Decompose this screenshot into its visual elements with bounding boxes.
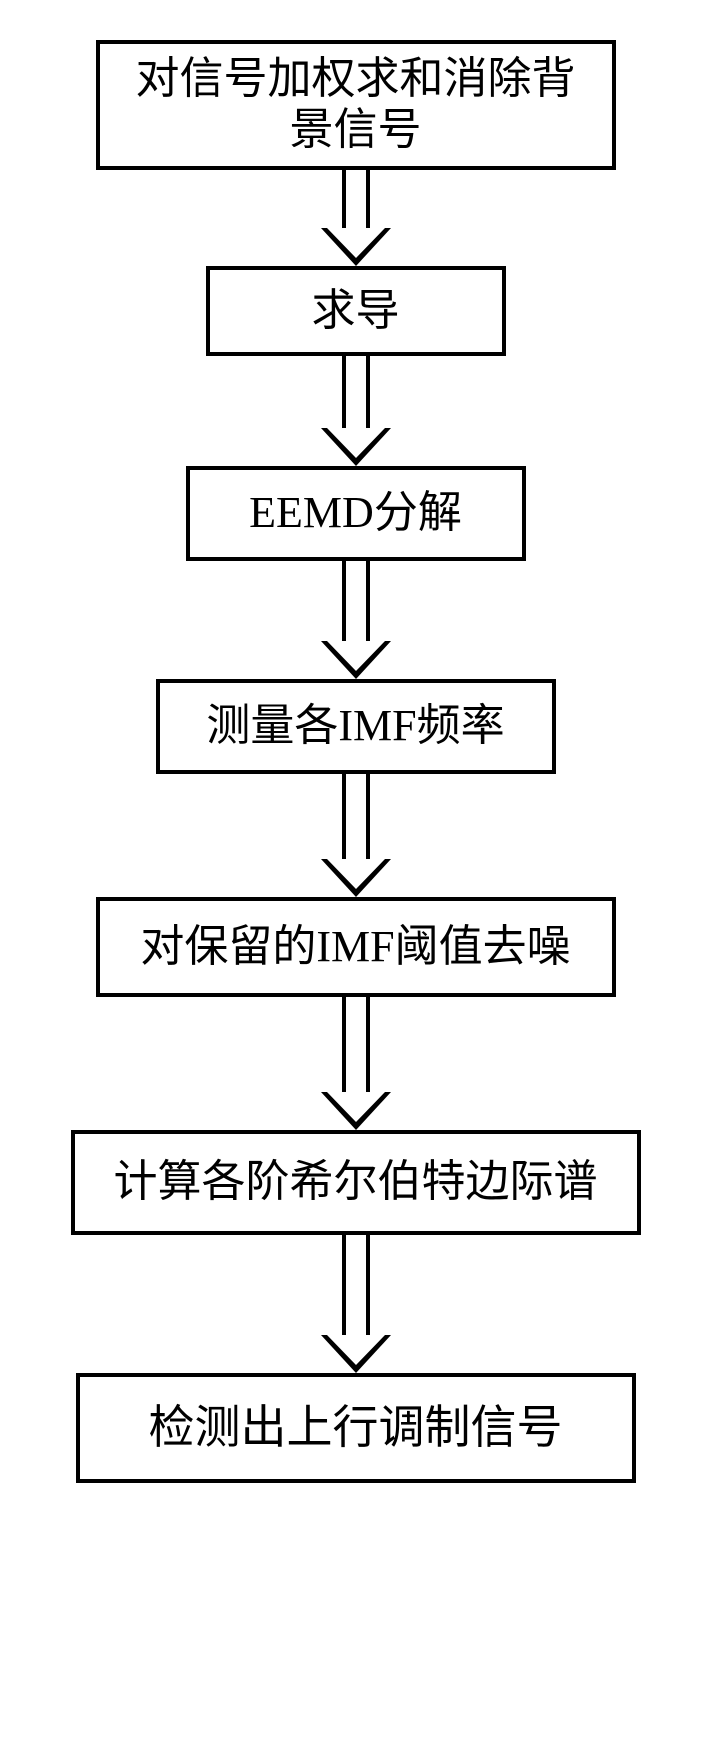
flow-node-n1: 对信号加权求和消除背景信号 [96, 40, 616, 170]
flow-node-n6: 计算各阶希尔伯特边际谱 [71, 1130, 641, 1235]
flow-node-n4: 测量各IMF频率 [156, 679, 556, 774]
flow-node-n2: 求导 [206, 266, 506, 356]
flow-arrow [321, 356, 391, 466]
flow-arrow [321, 1235, 391, 1373]
flow-node-n5: 对保留的IMF阈值去噪 [96, 897, 616, 997]
flow-node-label: 求导 [312, 286, 400, 337]
flow-node-label: 测量各IMF频率 [206, 701, 504, 752]
flow-node-n3: EEMD分解 [186, 466, 526, 561]
flow-arrow [321, 170, 391, 266]
flow-node-n7: 检测出上行调制信号 [76, 1373, 636, 1483]
flow-node-label: 检测出上行调制信号 [149, 1402, 563, 1455]
flow-arrow [321, 997, 391, 1130]
flow-node-label: 计算各阶希尔伯特边际谱 [114, 1157, 598, 1208]
flow-arrow [321, 561, 391, 679]
flow-node-label: 对保留的IMF阈值去噪 [140, 922, 570, 973]
flow-node-label: EEMD分解 [249, 488, 462, 539]
flow-arrow [321, 774, 391, 897]
flowchart-container: 对信号加权求和消除背景信号求导 EEMD分解测量各IMF频率对保留的IMF阈值去噪… [0, 0, 711, 1523]
flow-node-label: 对信号加权求和消除背景信号 [118, 54, 594, 155]
